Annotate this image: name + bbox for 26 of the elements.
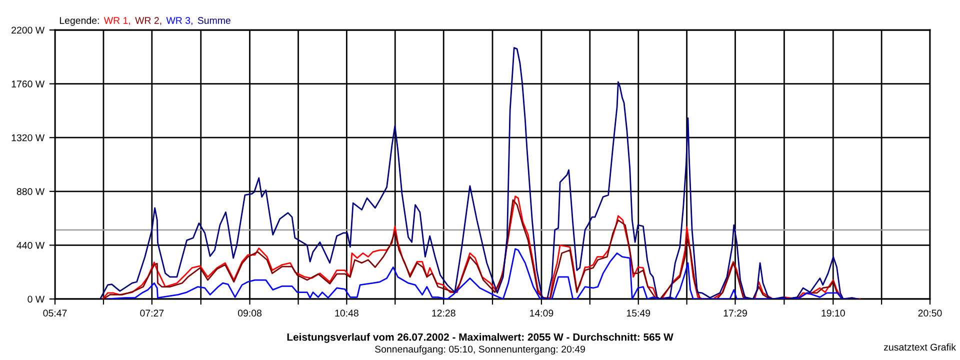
- y-tick-label: 880 W: [16, 188, 45, 196]
- text: zusatztext Grafik: [884, 343, 956, 351]
- x-tick-label: 15:49: [626, 310, 650, 317]
- y-tick-label: 0 W: [28, 296, 45, 303]
- text: WR 1,: [104, 17, 130, 26]
- y-tick-label: 1760 W: [12, 80, 45, 88]
- x-tick-label: 05:47: [43, 310, 67, 317]
- line-series: [107, 248, 843, 299]
- x-tick-label: 19:10: [822, 310, 845, 317]
- y-tick-label: 2200 W: [12, 26, 45, 34]
- text: WR 2,: [135, 17, 162, 26]
- text: Sonnenaufgang: 05:10, Sonnenuntergang: 20:49: [375, 345, 585, 355]
- text: Leistungsverlauf vom 26.07.2002 - Maximalwert: 2055 W - Durchschnitt: 565 W: [287, 333, 674, 343]
- text: Summe: [198, 17, 230, 24]
- x-tick-label: 14:09: [530, 310, 554, 317]
- x-tick-label: 17:29: [724, 310, 747, 317]
- legend-title: Legende:: [60, 16, 99, 26]
- y-tick-label: 440 W: [16, 242, 45, 249]
- y-tick-label: 1320 W: [12, 134, 45, 142]
- x-tick-label: 10:48: [335, 310, 358, 317]
- x-tick-label: 07:27: [140, 310, 164, 317]
- text: WR 3,: [166, 17, 192, 26]
- x-tick-label: 12:28: [432, 310, 456, 317]
- line-series: [99, 47, 860, 299]
- x-tick-label: 09:08: [238, 310, 262, 317]
- x-tick-label: 20:50: [918, 310, 942, 317]
